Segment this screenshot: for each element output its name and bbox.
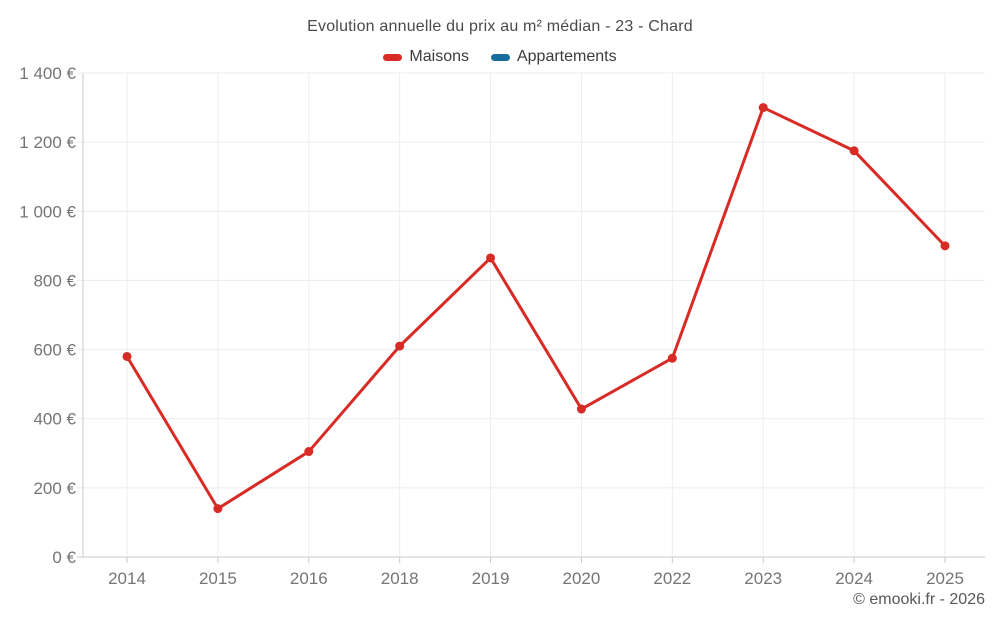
x-axis-tick-label: 2023 bbox=[744, 569, 782, 588]
data-point-maisons-2014[interactable] bbox=[122, 351, 132, 361]
maisons-series-swatch-icon bbox=[383, 53, 403, 61]
x-axis-tick-label: 2020 bbox=[563, 569, 601, 588]
y-axis-tick-label: 600 € bbox=[33, 341, 76, 360]
chart-title: Evolution annuelle du prix au m² médian … bbox=[307, 18, 693, 35]
x-axis-tick-label: 2016 bbox=[290, 569, 328, 588]
data-point-maisons-2015[interactable] bbox=[213, 504, 223, 514]
legend-label-maisons: Maisons bbox=[409, 48, 469, 65]
y-axis-tick-label: 200 € bbox=[33, 479, 76, 498]
y-axis-tick-label: 1 000 € bbox=[19, 202, 76, 221]
legend-item-appartements[interactable]: Appartements bbox=[490, 48, 617, 66]
x-axis-tick-label: 2015 bbox=[199, 569, 237, 588]
data-point-maisons-2016[interactable] bbox=[304, 447, 314, 457]
series-line-maisons[interactable] bbox=[125, 106, 947, 511]
y-axis-tick-label: 0 € bbox=[52, 548, 76, 567]
x-axis-tick-label: 2022 bbox=[653, 569, 691, 588]
x-axis-tick-label: 2019 bbox=[472, 569, 510, 588]
x-axis-tick-label: 2018 bbox=[381, 569, 419, 588]
data-point-maisons-2022[interactable] bbox=[667, 353, 677, 363]
data-point-maisons-2024[interactable] bbox=[849, 146, 859, 156]
legend-item-maisons[interactable]: Maisons bbox=[383, 48, 469, 66]
chart-legend: Maisons Appartements bbox=[0, 46, 1000, 68]
chart-credit: © emooki.fr - 2026 bbox=[853, 591, 985, 608]
x-axis-tick-label: 2014 bbox=[108, 569, 146, 588]
appartements-series-swatch-icon bbox=[490, 53, 510, 61]
y-axis-tick-label: 1 200 € bbox=[19, 133, 76, 152]
data-point-maisons-2018[interactable] bbox=[395, 341, 405, 351]
x-axis-tick-label: 2024 bbox=[835, 569, 873, 588]
y-axis-tick-label: 800 € bbox=[33, 271, 76, 290]
data-point-maisons-2020[interactable] bbox=[576, 404, 586, 414]
x-axis-tick-label: 2025 bbox=[926, 569, 964, 588]
y-axis-tick-label: 400 € bbox=[33, 410, 76, 429]
legend-label-appartements: Appartements bbox=[516, 48, 617, 65]
y-axis-tick-label: 1 400 € bbox=[19, 64, 76, 83]
data-point-maisons-2019[interactable] bbox=[486, 253, 496, 263]
data-point-maisons-2025[interactable] bbox=[940, 241, 950, 251]
data-point-maisons-2023[interactable] bbox=[758, 103, 768, 113]
